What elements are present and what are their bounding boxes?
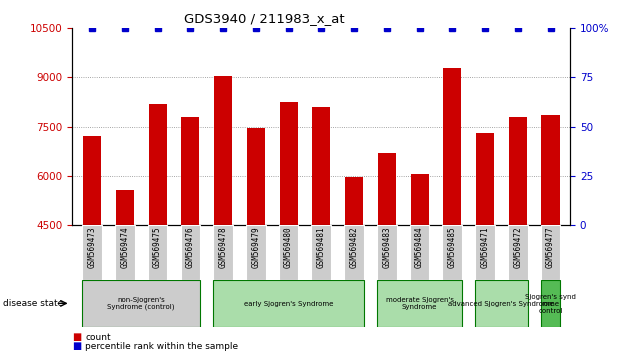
Bar <box>542 115 559 225</box>
Text: Sjogren's synd
rome
control: Sjogren's synd rome control <box>525 293 576 314</box>
Text: GSM569484: GSM569484 <box>415 227 424 268</box>
Text: GSM569483: GSM569483 <box>382 227 391 268</box>
Bar <box>280 102 297 225</box>
Text: percentile rank within the sample: percentile rank within the sample <box>85 342 238 351</box>
Bar <box>83 136 101 225</box>
Text: moderate Sjogren's
Syndrome: moderate Sjogren's Syndrome <box>386 297 454 310</box>
Bar <box>116 190 134 225</box>
Bar <box>377 280 462 327</box>
Bar <box>541 280 560 327</box>
Bar <box>476 133 494 225</box>
Bar <box>541 225 560 280</box>
Bar <box>345 177 363 225</box>
Text: non-Sjogren's
Syndrome (control): non-Sjogren's Syndrome (control) <box>108 297 175 310</box>
Text: GSM569479: GSM569479 <box>251 227 260 268</box>
Text: advanced Sjogren's Syndrome: advanced Sjogren's Syndrome <box>449 301 554 307</box>
Bar <box>475 225 495 280</box>
Text: disease state: disease state <box>3 299 64 308</box>
Bar <box>246 225 266 280</box>
Text: count: count <box>85 332 111 342</box>
Bar <box>509 117 527 225</box>
Text: GSM569485: GSM569485 <box>448 227 457 268</box>
Text: early Sjogren's Syndrome: early Sjogren's Syndrome <box>244 301 333 307</box>
Text: ■: ■ <box>72 332 82 342</box>
Bar <box>181 117 199 225</box>
Bar <box>311 225 331 280</box>
Bar <box>83 225 102 280</box>
Bar <box>442 225 462 280</box>
Bar <box>508 225 527 280</box>
Text: GSM569478: GSM569478 <box>219 227 227 268</box>
Bar <box>149 104 166 225</box>
Text: GSM569482: GSM569482 <box>350 227 358 268</box>
Text: GSM569480: GSM569480 <box>284 227 293 268</box>
Bar <box>115 225 135 280</box>
Text: GDS3940 / 211983_x_at: GDS3940 / 211983_x_at <box>185 12 345 25</box>
Bar <box>83 280 200 327</box>
Bar <box>377 225 397 280</box>
Text: ■: ■ <box>72 341 82 351</box>
Bar <box>213 225 233 280</box>
Bar <box>444 68 461 225</box>
Bar <box>411 174 428 225</box>
Text: GSM569476: GSM569476 <box>186 227 195 268</box>
Text: GSM569477: GSM569477 <box>546 227 555 268</box>
Text: GSM569472: GSM569472 <box>513 227 522 268</box>
Bar <box>475 280 527 327</box>
Bar <box>312 107 330 225</box>
Bar <box>247 128 265 225</box>
Text: GSM569475: GSM569475 <box>153 227 162 268</box>
Bar <box>378 153 396 225</box>
Bar <box>213 280 364 327</box>
Bar <box>214 76 232 225</box>
Bar <box>410 225 430 280</box>
Text: GSM569471: GSM569471 <box>481 227 490 268</box>
Bar <box>181 225 200 280</box>
Text: GSM569473: GSM569473 <box>88 227 96 268</box>
Bar <box>278 225 299 280</box>
Bar <box>344 225 364 280</box>
Text: GSM569474: GSM569474 <box>120 227 129 268</box>
Text: GSM569481: GSM569481 <box>317 227 326 268</box>
Bar <box>148 225 168 280</box>
